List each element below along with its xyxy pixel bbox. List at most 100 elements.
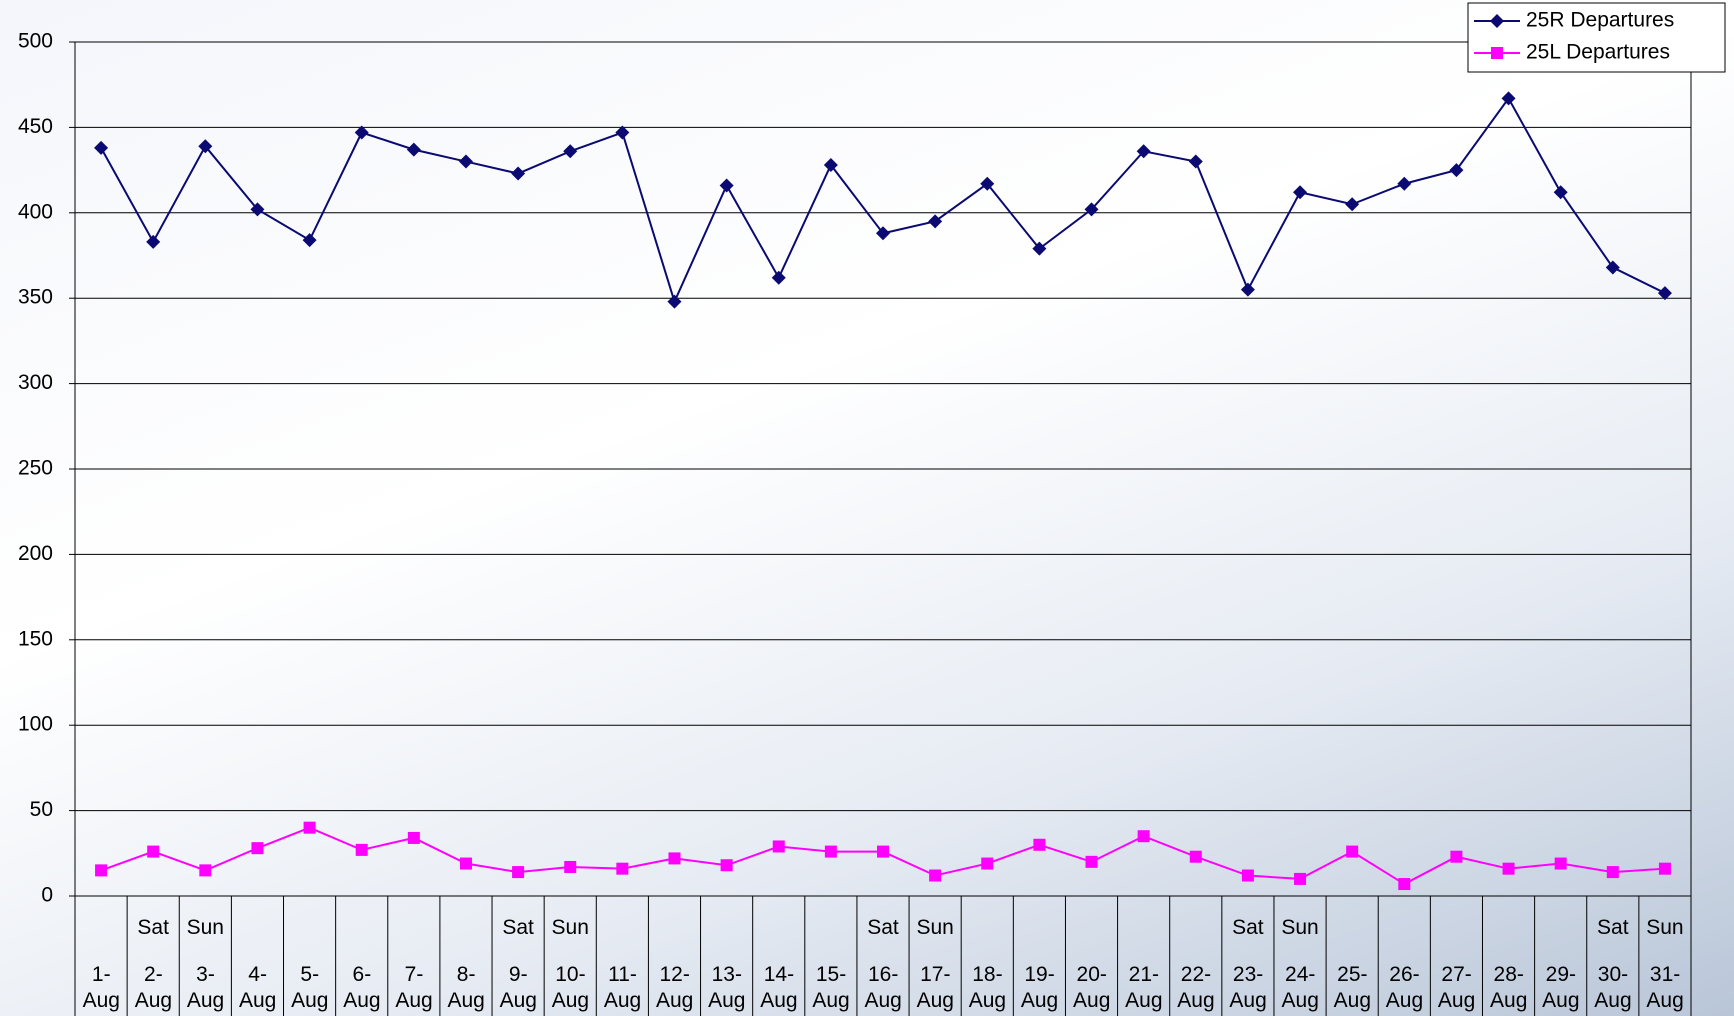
x-tick-label: 9-Aug bbox=[500, 962, 537, 1014]
point bbox=[564, 861, 576, 873]
point bbox=[1502, 91, 1516, 105]
x-tick-label: 14-Aug bbox=[760, 962, 797, 1014]
legend-label: 25R Departures bbox=[1526, 9, 1674, 32]
point bbox=[1555, 858, 1567, 870]
point bbox=[94, 141, 108, 155]
x-tick-label: 10-Aug bbox=[552, 962, 589, 1014]
point bbox=[928, 214, 942, 228]
point bbox=[721, 859, 733, 871]
point bbox=[303, 233, 317, 247]
point bbox=[1033, 839, 1045, 851]
point bbox=[1138, 830, 1150, 842]
point bbox=[1449, 163, 1463, 177]
point bbox=[1345, 197, 1359, 211]
point bbox=[304, 822, 316, 834]
y-tick-label: 350 bbox=[18, 286, 53, 309]
point bbox=[459, 155, 473, 169]
point bbox=[1189, 155, 1203, 169]
y-tick-label: 500 bbox=[18, 30, 53, 53]
point bbox=[772, 271, 786, 285]
point bbox=[147, 846, 159, 858]
legend-marker bbox=[1491, 47, 1503, 59]
point bbox=[1242, 870, 1254, 882]
x-tick-label: 16-Aug bbox=[865, 962, 902, 1014]
point bbox=[1241, 283, 1255, 297]
point bbox=[146, 235, 160, 249]
weekday-label: Sat bbox=[867, 916, 899, 939]
x-tick-label: 25-Aug bbox=[1334, 962, 1371, 1014]
point bbox=[1086, 856, 1098, 868]
weekday-label: Sun bbox=[1281, 916, 1318, 939]
series-line bbox=[101, 98, 1665, 301]
point bbox=[251, 842, 263, 854]
weekday-label: Sun bbox=[1646, 916, 1683, 939]
point bbox=[408, 832, 420, 844]
x-tick-label: 28-Aug bbox=[1490, 962, 1527, 1014]
x-tick-label: 15-Aug bbox=[812, 962, 849, 1014]
y-tick-label: 150 bbox=[18, 627, 53, 650]
point bbox=[1293, 185, 1307, 199]
x-tick-label: 19-Aug bbox=[1021, 962, 1058, 1014]
weekday-label: Sat bbox=[1597, 916, 1629, 939]
point bbox=[929, 870, 941, 882]
weekday-label: Sun bbox=[916, 916, 953, 939]
y-tick-label: 100 bbox=[18, 713, 53, 736]
y-tick-label: 450 bbox=[18, 115, 53, 138]
point bbox=[825, 846, 837, 858]
x-tick-label: 31-Aug bbox=[1646, 962, 1683, 1014]
x-tick-label: 30-Aug bbox=[1594, 962, 1631, 1014]
point bbox=[199, 864, 211, 876]
x-tick-label: 7-Aug bbox=[395, 962, 432, 1014]
point bbox=[1450, 851, 1462, 863]
x-tick-label: 8-Aug bbox=[447, 962, 484, 1014]
point bbox=[1397, 177, 1411, 191]
weekday-label: Sun bbox=[552, 916, 589, 939]
x-tick-label: 11-Aug bbox=[604, 962, 641, 1014]
weekday-label: Sun bbox=[187, 916, 224, 939]
x-tick-label: 27-Aug bbox=[1438, 962, 1475, 1014]
point bbox=[1503, 863, 1515, 875]
x-tick-label: 21-Aug bbox=[1125, 962, 1162, 1014]
y-tick-label: 200 bbox=[18, 542, 53, 565]
y-tick-label: 400 bbox=[18, 200, 53, 223]
x-tick-label: 18-Aug bbox=[969, 962, 1006, 1014]
point bbox=[407, 143, 421, 157]
weekday-label: Sat bbox=[502, 916, 534, 939]
weekday-label: Sat bbox=[1232, 916, 1264, 939]
point bbox=[981, 858, 993, 870]
point bbox=[1607, 866, 1619, 878]
point bbox=[1294, 873, 1306, 885]
x-tick-label: 12-Aug bbox=[656, 962, 693, 1014]
x-tick-label: 4-Aug bbox=[239, 962, 276, 1014]
point bbox=[1659, 863, 1671, 875]
x-tick-label: 23-Aug bbox=[1229, 962, 1266, 1014]
x-tick-label: 26-Aug bbox=[1386, 962, 1423, 1014]
x-tick-label: 29-Aug bbox=[1542, 962, 1579, 1014]
x-tick-label: 20-Aug bbox=[1073, 962, 1110, 1014]
point bbox=[95, 864, 107, 876]
plot: 0 50 100 150 200 250 300 350 400 450 500 Sat Sun Sat S… bbox=[0, 0, 1734, 1016]
point bbox=[773, 840, 785, 852]
y-tick-label: 50 bbox=[30, 798, 53, 821]
x-tick-label: 17-Aug bbox=[917, 962, 954, 1014]
point bbox=[511, 167, 525, 181]
point bbox=[512, 866, 524, 878]
y-tick-label: 250 bbox=[18, 457, 53, 480]
x-tick-label: 22-Aug bbox=[1177, 962, 1214, 1014]
point bbox=[1398, 878, 1410, 890]
point bbox=[616, 863, 628, 875]
chart: 0 50 100 150 200 250 300 350 400 450 500 Sat Sun Sat S… bbox=[0, 0, 1734, 1016]
x-tick-label: 5-Aug bbox=[291, 962, 328, 1014]
point bbox=[668, 852, 680, 864]
point bbox=[1190, 851, 1202, 863]
y-tick-label: 300 bbox=[18, 371, 53, 394]
point bbox=[877, 846, 889, 858]
point bbox=[460, 858, 472, 870]
point bbox=[563, 144, 577, 158]
y-tick-label: 0 bbox=[41, 884, 53, 907]
x-tick-label: 24-Aug bbox=[1282, 962, 1319, 1014]
point bbox=[1346, 846, 1358, 858]
point bbox=[720, 178, 734, 192]
point bbox=[667, 295, 681, 309]
weekday-label: Sat bbox=[137, 916, 169, 939]
